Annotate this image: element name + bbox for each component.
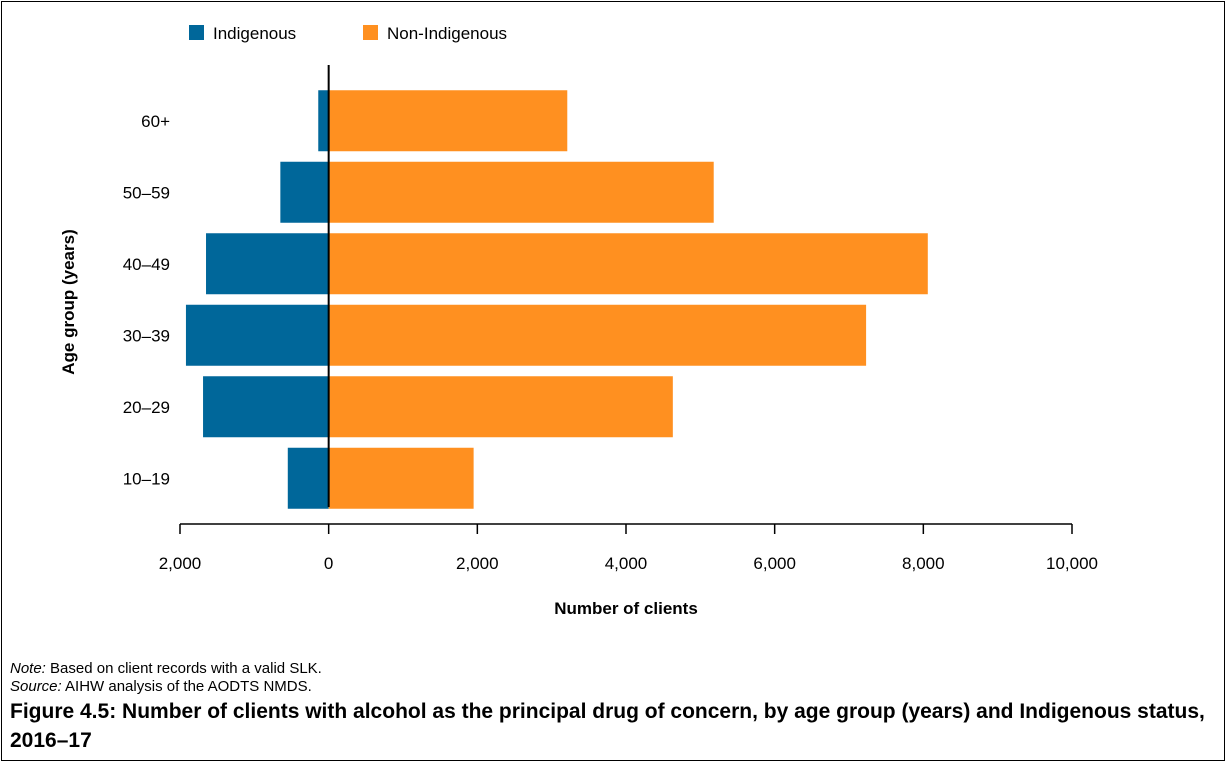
chart: 10–19 20–29 30–39 40–49 50–59 60+ 2,000 0 2,000 4…: [59, 24, 1098, 618]
bar-indigenous-0: [287, 447, 329, 509]
bar-non-indigenous-2: [328, 304, 867, 366]
bar-indigenous-5: [318, 90, 329, 152]
y-tick-label: 30–39: [123, 326, 170, 345]
x-tick-label: 10,000: [1046, 554, 1098, 573]
source-text: AIHW analysis of the AODTS NMDS.: [61, 678, 312, 695]
bar-indigenous-1: [203, 376, 329, 438]
bar-indigenous-2: [185, 304, 329, 366]
note-text: Based on client records with a valid SLK…: [45, 660, 322, 677]
legend-swatch: [363, 25, 378, 40]
x-tick-label: 0: [324, 554, 333, 573]
bar-non-indigenous-4: [328, 161, 714, 223]
source-label: Source:: [10, 678, 62, 695]
x-tick-label: 8,000: [902, 554, 945, 573]
x-tick-label: 4,000: [605, 554, 648, 573]
bar-non-indigenous-0: [328, 447, 474, 509]
bar-non-indigenous-5: [328, 90, 568, 152]
bar-non-indigenous-1: [328, 376, 673, 438]
legend-label: Non-Indigenous: [387, 24, 507, 43]
source-line: Source: AIHW analysis of the AODTS NMDS.: [10, 678, 312, 695]
y-tick-label: 40–49: [123, 255, 170, 274]
x-tick-label: 2,000: [159, 554, 202, 573]
legend-label: Indigenous: [213, 24, 296, 43]
note-label: Note:: [10, 660, 46, 677]
y-tick-label: 50–59: [123, 183, 170, 202]
bar-non-indigenous-3: [328, 233, 928, 295]
legend-swatch: [189, 25, 204, 40]
y-tick-label: 60+: [141, 112, 170, 131]
y-axis-title: Age group (years): [59, 229, 78, 374]
figure-caption: Figure 4.5: Number of clients with alcoh…: [10, 700, 1205, 752]
x-tick-label: 2,000: [456, 554, 499, 573]
bar-indigenous-3: [206, 233, 329, 295]
x-tick-label: 6,000: [753, 554, 796, 573]
note-line: Note: Based on client records with a val…: [10, 660, 322, 677]
y-tick-label: 20–29: [123, 398, 170, 417]
bar-indigenous-4: [280, 161, 329, 223]
x-axis-title: Number of clients: [554, 599, 698, 618]
y-tick-label: 10–19: [123, 469, 170, 488]
